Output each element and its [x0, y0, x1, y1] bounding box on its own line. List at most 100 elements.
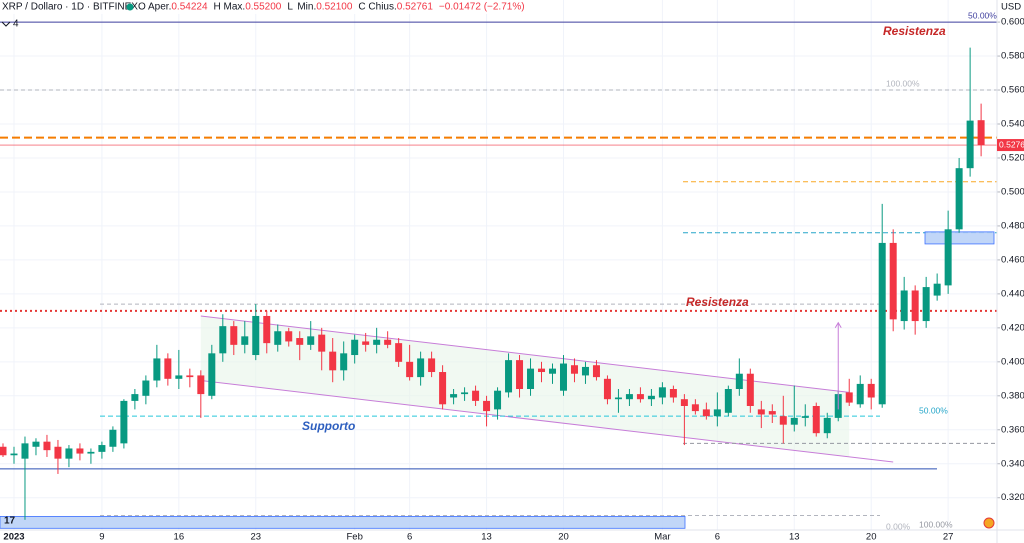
candle-body: [570, 365, 578, 374]
candle-body: [538, 368, 546, 373]
logo: 17: [4, 516, 16, 527]
candle-body: [54, 446, 62, 459]
x-tick-label: 9: [99, 532, 104, 543]
ohlc-value: 0.55200: [245, 2, 282, 13]
y-tick-label: 0.38000: [1001, 390, 1024, 401]
y-tick-label: 0.42000: [1001, 322, 1024, 333]
fib-label: 50.00%: [968, 10, 997, 20]
candle-body: [779, 416, 787, 425]
candle-body: [713, 409, 721, 417]
x-tick-label: 13: [789, 532, 800, 543]
candle-body: [362, 341, 370, 345]
candle-body: [428, 358, 436, 373]
x-tick-label: 6: [407, 532, 412, 543]
candle-body: [724, 389, 732, 413]
candle-body: [461, 392, 469, 395]
candle-body: [142, 380, 150, 396]
candle-body: [603, 378, 611, 400]
candle-body: [911, 290, 919, 322]
candle-body: [845, 392, 853, 403]
collapse-icon[interactable]: [1, 21, 11, 27]
candle-body: [856, 383, 864, 405]
ohlc-value: 0.54224: [171, 2, 208, 13]
candle-body: [197, 375, 205, 395]
candle-body: [680, 399, 688, 406]
candle-body: [702, 409, 710, 417]
candle-body: [285, 331, 293, 342]
candle-body: [395, 343, 403, 362]
ohlc-value: 0.52100: [316, 2, 353, 13]
fib-label: 100.00%: [919, 519, 953, 529]
candle-body: [625, 394, 633, 400]
x-tick-label: 6: [715, 532, 720, 543]
candle-body: [944, 229, 952, 286]
candle-body: [790, 417, 798, 425]
candle-body: [933, 283, 941, 296]
x-tick-label: 13: [481, 532, 492, 543]
x-tick-label: 20: [866, 532, 877, 543]
candle-body: [955, 168, 963, 230]
y-tick-label: 0.32000: [1001, 492, 1024, 503]
ohlc-key: L: [287, 2, 293, 13]
candle-body: [505, 360, 513, 393]
candle-body: [559, 363, 567, 391]
candle-body: [208, 353, 216, 396]
candle-body: [417, 358, 425, 378]
y-tick-label: 0.60000: [1001, 17, 1024, 28]
candle-body: [87, 451, 95, 454]
zone: [924, 231, 995, 245]
ohlc-label: Aper.: [148, 2, 171, 13]
candle-body: [878, 242, 886, 405]
candle-body: [175, 375, 183, 379]
candle-body: [263, 315, 271, 344]
candle-body: [801, 416, 809, 418]
candle-body: [439, 372, 447, 405]
candle-body: [318, 334, 326, 352]
channel-line: [200, 380, 894, 463]
zone: [0, 516, 686, 529]
candle-body: [977, 120, 985, 146]
fib-label: 50.00%: [919, 405, 948, 415]
x-tick-label: 23: [250, 532, 261, 543]
candle-body: [669, 389, 677, 398]
candle-body: [527, 368, 535, 390]
candle-body: [219, 326, 227, 354]
x-tick-label: 16: [174, 532, 185, 543]
indicator-count[interactable]: 4: [13, 19, 19, 30]
channel-fill: [200, 315, 850, 457]
candle-body: [65, 448, 73, 459]
ohlc-label: Min.: [297, 2, 316, 13]
candle-body: [241, 336, 249, 345]
candle-body: [691, 404, 699, 412]
y-tick-label: 0.54000: [1001, 119, 1024, 130]
flag-icon[interactable]: [983, 517, 995, 529]
fib-label: 100.00%: [886, 78, 920, 88]
candle-body: [252, 315, 260, 356]
candle-body: [483, 400, 491, 412]
candle-body: [329, 351, 337, 371]
annotation: Resistenza: [686, 295, 749, 309]
candle-body: [32, 441, 40, 447]
x-tick-label: 27: [943, 532, 954, 543]
candle-body: [494, 390, 502, 410]
arrow-head: [834, 321, 842, 329]
candle-body: [351, 339, 359, 356]
candle-body: [230, 326, 238, 345]
currency: USD: [1001, 2, 1021, 13]
candle-body: [186, 375, 194, 378]
ohlc-value: 0.52761: [397, 2, 434, 13]
candle-body: [340, 353, 348, 371]
ohlc-key: O: [138, 2, 146, 13]
symbol-title: XRP / Dollaro · 1D · BITFINEX: [2, 2, 138, 13]
candle-body: [757, 409, 765, 415]
candle-body: [823, 417, 831, 434]
ohlc-label: Max.: [224, 2, 246, 13]
y-tick-label: 0.52000: [1001, 152, 1024, 163]
annotation: Supporto: [302, 419, 355, 433]
candle-body: [647, 395, 655, 400]
ohlc-change: −0.01472 (−2.71%): [439, 2, 525, 13]
candle-body: [406, 361, 414, 378]
candle-body: [592, 365, 600, 378]
candle-body: [900, 290, 908, 322]
